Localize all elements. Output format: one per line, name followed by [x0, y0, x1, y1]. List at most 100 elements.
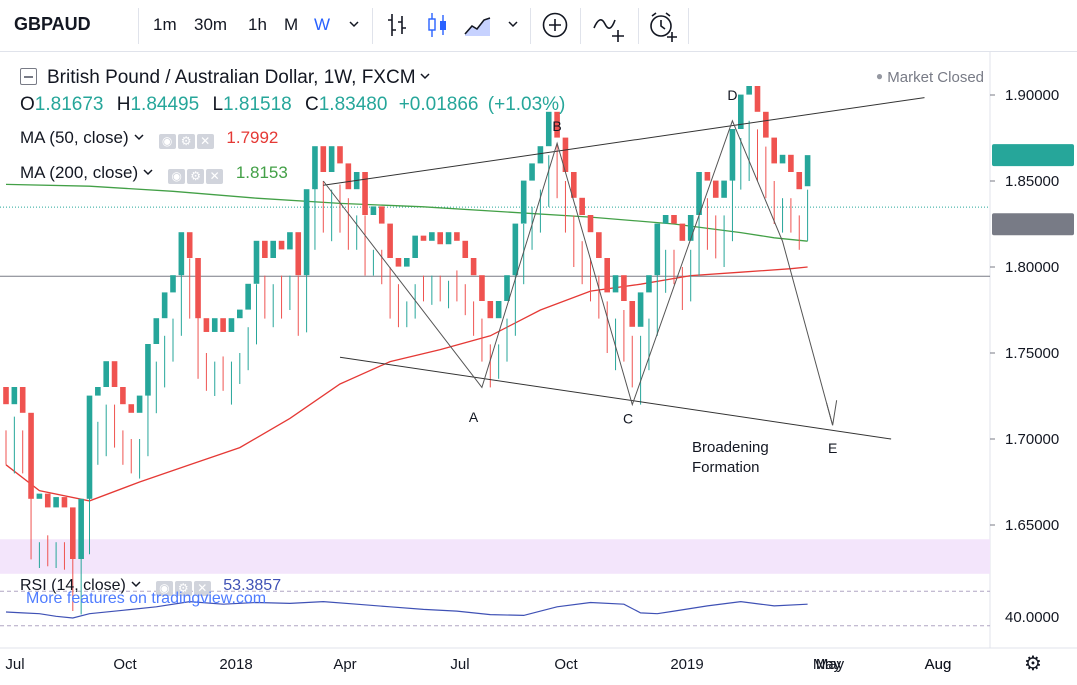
candle-body — [604, 258, 610, 293]
eye-icon[interactable]: ◉ — [168, 169, 186, 184]
candle-body — [303, 189, 310, 276]
last-price-tag: 1.83480 — [1003, 200, 1057, 217]
chevron-down-icon[interactable] — [130, 578, 142, 590]
timeframe-30m[interactable]: 30m — [194, 15, 228, 34]
label-e: E — [828, 440, 837, 456]
candle-chart-type-icon[interactable] — [424, 10, 450, 40]
candle-body — [44, 493, 51, 508]
x-tick-label: Jul — [5, 656, 24, 673]
eye-icon[interactable]: ◉ — [155, 581, 173, 596]
candle-body — [270, 240, 276, 258]
indicators-icon[interactable] — [592, 10, 628, 42]
eye-icon[interactable]: ◉ — [158, 134, 176, 149]
bar-chart-type-icon[interactable] — [384, 10, 410, 40]
candle-body — [178, 232, 185, 276]
high-label: H — [116, 94, 131, 115]
rsi-label: RSI (14, close) — [20, 577, 126, 594]
candle-body — [136, 395, 143, 413]
status-dot-icon: ● — [875, 69, 884, 83]
candle-body — [462, 240, 469, 258]
candle-body — [596, 232, 602, 258]
candle-body — [61, 497, 68, 508]
candle-body — [512, 223, 519, 276]
rsi-tick-label: 40.0000 — [1005, 609, 1059, 626]
ma200-value: 1.8153 — [235, 163, 288, 182]
candle-body — [495, 301, 502, 319]
close-icon[interactable]: ✕ — [193, 581, 211, 596]
timeframe-M[interactable]: M — [284, 15, 299, 34]
close-icon[interactable]: ✕ — [206, 169, 224, 184]
candle-body — [587, 215, 594, 233]
candle-body — [337, 146, 343, 164]
candle-body — [479, 275, 485, 301]
market-status-label: Market Closed — [887, 69, 984, 86]
chevron-down-icon[interactable] — [133, 131, 145, 143]
candle-body — [253, 240, 260, 284]
alert-add-icon[interactable] — [646, 10, 680, 42]
y-tick-label: 1.70000 — [1005, 431, 1059, 448]
timeframe-W[interactable]: W — [314, 15, 331, 34]
candle-body — [19, 387, 26, 413]
rsi-line — [5, 600, 808, 619]
gear-icon[interactable]: ⚙ — [187, 169, 205, 184]
ma50-legend[interactable]: MA (50, close) ◉ ⚙ ✕ 1.7992 — [20, 128, 278, 149]
ma200-label: MA (200, close) — [20, 163, 139, 182]
rsi-value: 53.3857 — [223, 577, 282, 594]
tradingview-promo-link[interactable]: More features on tradingview.com — [26, 590, 267, 607]
candle-body — [687, 215, 694, 241]
candle-body — [704, 172, 711, 181]
candle-body — [662, 215, 669, 224]
price-chart[interactable]: 1.90000 1.85000 1.80000 1.75000 1.70000 1.650… — [0, 52, 1077, 685]
candle-body — [211, 318, 218, 332]
chevron-down-icon[interactable] — [419, 70, 431, 82]
close-value: 1.83480 — [318, 94, 388, 115]
ma200-legend[interactable]: MA (200, close) ◉ ⚙ ✕ 1.8153 — [20, 163, 288, 184]
candle-body — [487, 301, 494, 319]
compare-add-icon[interactable] — [540, 10, 570, 40]
chevron-down-icon[interactable] — [348, 18, 360, 30]
candle-body — [161, 292, 168, 319]
candle-body — [520, 180, 527, 224]
chevron-down-icon[interactable] — [142, 166, 154, 178]
chart-settings-icon[interactable]: ⚙ — [1024, 653, 1042, 675]
candle-body — [621, 275, 627, 301]
candle-body — [228, 318, 235, 332]
label-a: A — [469, 409, 479, 425]
candle-body — [671, 215, 677, 224]
x-tick-label: May — [816, 656, 845, 673]
lower-trendline — [339, 356, 892, 440]
candle-body — [804, 155, 811, 187]
candle-body — [128, 404, 135, 413]
candle-body — [262, 240, 268, 258]
candle-body — [537, 146, 544, 164]
gear-icon[interactable]: ⚙ — [174, 581, 192, 596]
candle-body — [729, 129, 736, 181]
timeframe-1m[interactable]: 1m — [153, 15, 177, 34]
candle-body — [679, 223, 686, 241]
candle-body — [70, 507, 76, 559]
x-tick-label: Aug — [925, 656, 952, 673]
candle-body — [153, 318, 160, 344]
candle-body — [195, 258, 201, 319]
candle-body — [796, 172, 803, 190]
x-tick-label: 2019 — [670, 656, 703, 673]
timeframe-1h[interactable]: 1h — [248, 15, 267, 34]
candle-body — [504, 275, 510, 301]
x-tick-label: 2018 — [219, 656, 252, 673]
chart-title: British Pound / Australian Dollar, 1W, F… — [47, 67, 416, 88]
x-tick-label: Oct — [554, 656, 578, 673]
collapse-legend-icon[interactable] — [20, 68, 37, 85]
close-icon[interactable]: ✕ — [196, 134, 214, 149]
area-chart-type-icon[interactable] — [462, 10, 492, 40]
symbol-search[interactable]: GBPAUD — [14, 14, 91, 34]
ohlc-row: O1.81673 H1.84495 L1.81518 C1.83480 +0.0… — [20, 94, 565, 116]
ma-price-tag-bg — [992, 213, 1074, 236]
candle-body — [312, 146, 318, 190]
chevron-down-icon[interactable] — [507, 18, 519, 30]
x-tick-label: Oct — [113, 656, 137, 673]
gear-icon[interactable]: ⚙ — [177, 134, 195, 149]
candle-body — [295, 232, 302, 276]
candle-body — [362, 172, 368, 215]
candle-body — [345, 163, 352, 190]
rsi-legend[interactable]: RSI (14, close) ◉ ⚙ ✕ 53.3857 — [20, 577, 281, 596]
